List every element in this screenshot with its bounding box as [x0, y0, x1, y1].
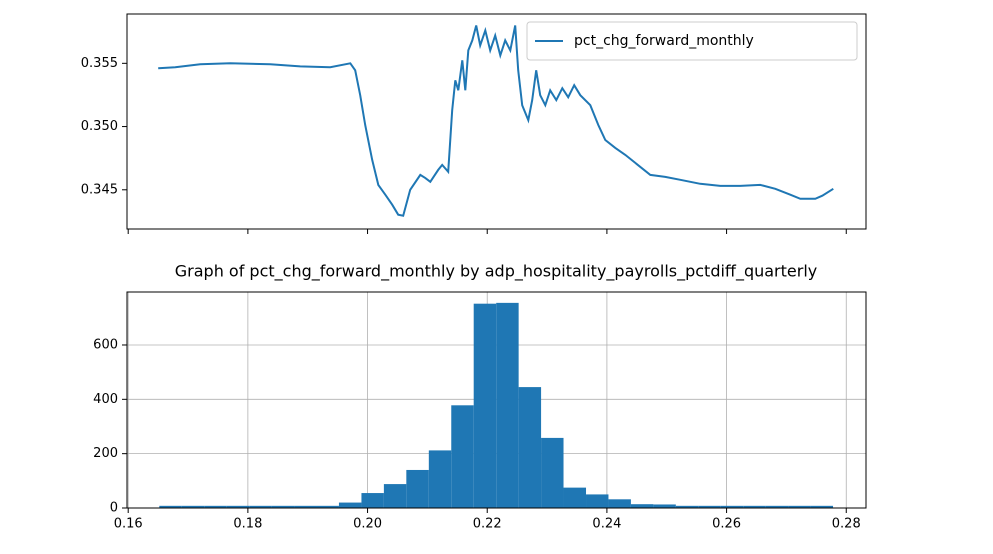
x-tick-label: 0.28 [832, 517, 861, 532]
bar [810, 505, 834, 508]
bar [181, 505, 205, 508]
bar [541, 437, 564, 508]
bar [586, 494, 609, 508]
bar [159, 505, 182, 508]
bar [428, 450, 452, 508]
bar [720, 505, 744, 508]
line [158, 25, 834, 217]
bar [563, 487, 587, 508]
bar [204, 505, 227, 508]
y-tick-label: 0.345 [81, 182, 118, 197]
legend-label: pct_chg_forward_monthly [574, 33, 754, 49]
bar [630, 504, 654, 508]
x-tick-label: 0.24 [592, 517, 621, 532]
y-tick-label: 0.355 [81, 56, 118, 71]
y-tick-label: 400 [93, 392, 118, 407]
bar [788, 505, 811, 508]
bar [361, 493, 384, 508]
chart-title: Graph of pct_chg_forward_monthly by adp_… [175, 262, 817, 282]
bar [698, 505, 721, 508]
bar [271, 505, 295, 508]
axes-frame [126, 13, 867, 230]
bar [294, 505, 317, 508]
bar [608, 499, 631, 508]
x-tick-label: 0.16 [114, 517, 143, 532]
x-tick-label: 0.18 [233, 517, 262, 532]
bar [338, 502, 362, 508]
legend-box [526, 21, 858, 61]
y-tick-label: 0.350 [81, 119, 118, 134]
x-tick-label: 0.20 [353, 517, 382, 532]
bar [249, 505, 272, 508]
bar [765, 505, 789, 508]
bar [406, 469, 429, 508]
bar [518, 387, 542, 508]
x-tick-label: 0.26 [712, 517, 741, 532]
bar [316, 505, 339, 508]
axes-frame [126, 291, 867, 509]
bar [653, 504, 676, 508]
y-tick-label: 200 [93, 446, 118, 461]
bar [675, 505, 699, 508]
bar [451, 405, 474, 508]
bar [383, 484, 407, 508]
bar [473, 303, 497, 508]
bar [226, 505, 250, 508]
bar [496, 302, 519, 508]
bar [743, 505, 766, 508]
x-tick-label: 0.22 [473, 517, 502, 532]
y-tick-label: 0 [110, 501, 118, 516]
y-tick-label: 600 [93, 337, 118, 352]
